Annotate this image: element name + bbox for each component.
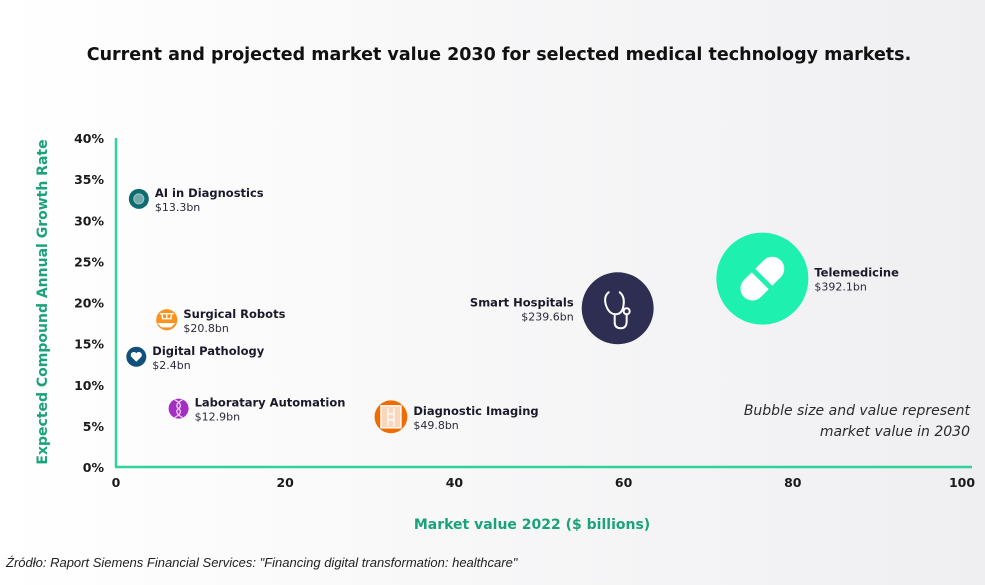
bubble-value: $239.6bn: [521, 310, 573, 323]
bubble-label: Telemedicine: [814, 266, 899, 280]
bubble-group: Digital Pathology$2.4bn: [126, 344, 265, 372]
y-tick-label: 5%: [83, 419, 105, 434]
bubble-group: Surgical Robots$20.8bn: [156, 307, 286, 335]
x-tick-label: 0: [112, 475, 121, 490]
brain-chip-icon: [133, 193, 145, 205]
bubble-label: Smart Hospitals: [470, 295, 574, 309]
y-axis-label: Expected Compound Annual Growth Rate: [35, 139, 51, 464]
y-tick-labels: 0% 5% 10% 15% 20% 25% 30% 35% 40%: [74, 131, 104, 475]
bubble-group: Telemedicine$392.1bn: [716, 232, 899, 325]
robot-arm-icon: [157, 313, 176, 328]
bubble-label: Digital Pathology: [152, 344, 264, 358]
stethoscope-icon: [604, 291, 631, 330]
x-axis-label: Market value 2022 ($ billions): [414, 517, 650, 533]
axes: [114, 138, 972, 469]
bubble-value: $49.8bn: [413, 419, 458, 432]
bubble-group: Diagnostic Imaging$49.8bn: [374, 400, 539, 434]
x-tick-label: 60: [615, 475, 633, 490]
x-tick-labels: 0 20 40 60 80 100: [112, 475, 976, 490]
bubble-group: Smart Hospitals$239.6bn: [470, 272, 654, 345]
source-caption: Źródło: Raport Siemens Financial Service…: [6, 555, 518, 570]
bubble: [581, 272, 654, 345]
note-line-1: Bubble size and value represent: [744, 403, 971, 419]
xray-icon: [380, 405, 402, 429]
dna-icon: [174, 398, 183, 419]
bubble-label: Laboratary Automation: [195, 396, 346, 410]
bubble-value: $12.9bn: [195, 411, 240, 424]
y-tick-label: 0%: [83, 460, 105, 475]
bubble-label: Diagnostic Imaging: [413, 404, 538, 418]
chart-title: Current and projected market value 2030 …: [87, 45, 912, 65]
bubble-value: $13.3bn: [155, 201, 200, 214]
y-tick-label: 10%: [74, 378, 104, 393]
y-tick-label: 30%: [74, 213, 104, 228]
bubble: [716, 232, 809, 325]
bubble-label: AI in Diagnostics: [155, 186, 264, 200]
y-tick-label: 35%: [74, 172, 104, 187]
x-tick-label: 100: [949, 475, 975, 490]
bubble-value: $2.4bn: [152, 359, 190, 372]
heart-icon: [130, 351, 142, 362]
bubble-group: AI in Diagnostics$13.3bn: [128, 186, 264, 214]
y-tick-label: 20%: [74, 296, 104, 311]
bubble-group: Laboratary Automation$12.9bn: [168, 396, 346, 424]
bubble-value: $392.1bn: [814, 281, 866, 294]
y-tick-label: 40%: [74, 131, 104, 146]
x-tick-label: 40: [446, 475, 464, 490]
x-tick-label: 20: [276, 475, 294, 490]
y-tick-label: 25%: [74, 254, 104, 269]
y-tick-label: 15%: [74, 337, 104, 352]
bubble-value: $20.8bn: [183, 322, 228, 335]
pill-icon: [740, 256, 785, 301]
note-line-2: market value in 2030: [820, 424, 970, 440]
bubble-label: Surgical Robots: [183, 307, 285, 321]
x-tick-label: 80: [784, 475, 802, 490]
